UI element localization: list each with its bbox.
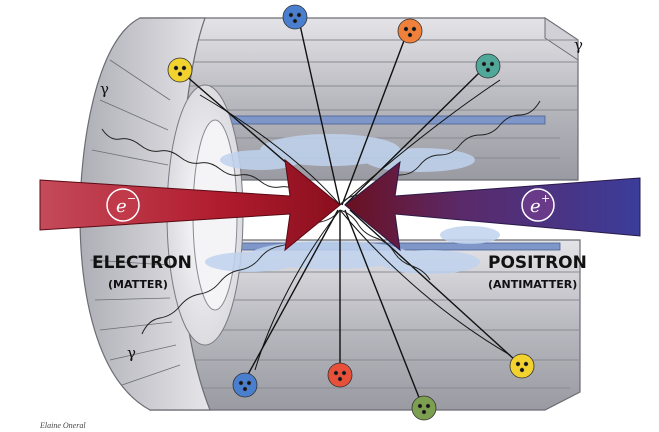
detector-upper-barrel <box>139 17 579 181</box>
electron-sub-label: (MATTER) <box>108 278 168 291</box>
electron-charge: − <box>127 192 136 205</box>
positron-sub-label: (ANTIMATTER) <box>488 278 577 291</box>
particle-balls <box>167 4 535 421</box>
positron-symbol: e + <box>521 188 555 222</box>
electron-symbol: e − <box>106 188 140 222</box>
particle-yellow-bottom-right <box>509 353 535 379</box>
end-cap-spokes <box>89 59 181 386</box>
positron-charge: + <box>541 192 550 205</box>
electron-label: ELECTRON <box>92 253 192 273</box>
particle-blue-bottom <box>232 372 258 398</box>
particle-blue-top <box>282 4 308 30</box>
gamma-label-bottom: γ <box>127 344 136 362</box>
particle-tracks <box>184 24 516 401</box>
artist-credit: Elaine Oneral <box>39 421 86 430</box>
gamma-label-left: γ <box>100 80 109 98</box>
positron-symbol-letter: e <box>530 196 541 217</box>
gamma-label-right: γ <box>574 36 583 54</box>
particle-teal-top-right <box>475 53 501 79</box>
particle-red-bottom <box>327 362 353 388</box>
particle-green-bottom <box>411 395 437 421</box>
positron-beam-arrow <box>344 160 641 252</box>
particle-orange-top <box>397 18 423 44</box>
positron-label: POSITRON <box>488 253 587 273</box>
electron-beam-arrow <box>39 158 341 252</box>
particle-yellow-top-left <box>167 57 193 83</box>
electron-symbol-letter: e <box>116 196 127 217</box>
